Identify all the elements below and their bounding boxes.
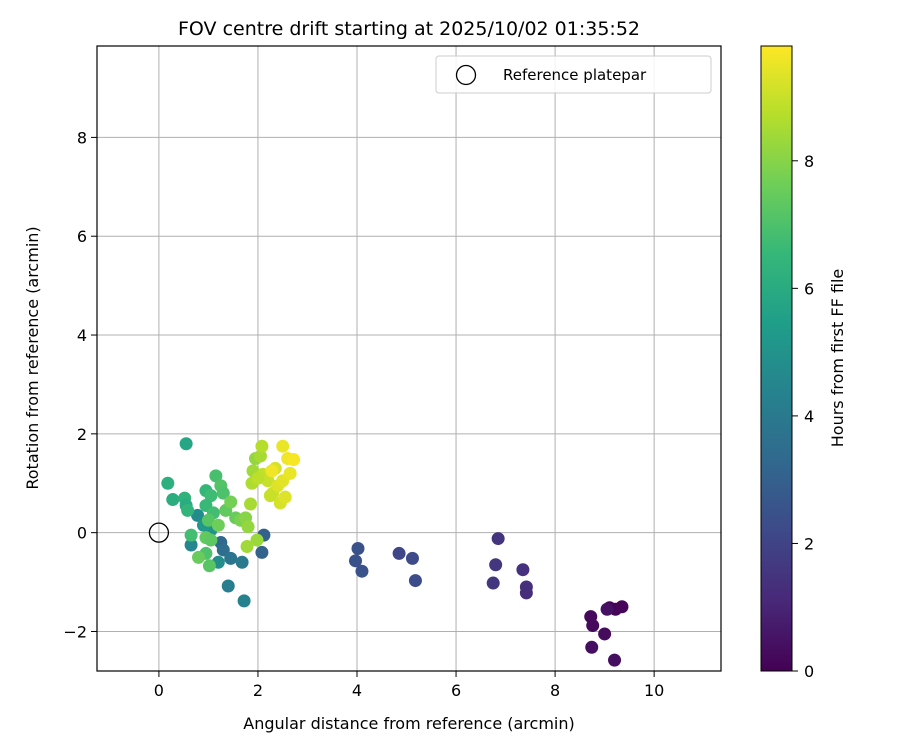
colorbar-label: Hours from first FF file — [828, 269, 847, 448]
data-point — [261, 474, 275, 488]
colorbar-tick-label: 8 — [804, 152, 814, 171]
data-point — [585, 640, 599, 654]
data-point — [209, 469, 223, 483]
data-point — [278, 490, 292, 504]
data-point — [224, 551, 238, 565]
data-point — [166, 493, 180, 507]
data-point — [491, 532, 505, 546]
data-point — [241, 520, 255, 534]
colorbar-tick-label: 4 — [804, 407, 814, 426]
data-point — [204, 489, 218, 503]
x-tick-label: 4 — [352, 681, 362, 700]
data-point — [615, 600, 629, 614]
data-point — [600, 602, 614, 616]
data-point — [283, 466, 297, 480]
legend-label: Reference platepar — [503, 66, 647, 84]
data-point — [519, 586, 533, 600]
data-point — [235, 555, 249, 569]
legend-box — [435, 55, 712, 94]
x-tick-label: 10 — [644, 681, 664, 700]
data-point — [224, 495, 238, 509]
data-point — [586, 619, 600, 633]
legend-marker — [455, 64, 477, 86]
data-point — [608, 653, 622, 667]
data-point — [221, 579, 235, 593]
data-point — [351, 541, 365, 555]
y-tick-label: 8 — [77, 128, 87, 147]
data-point — [355, 564, 369, 578]
colorbar-ticks: 0 2 4 6 8 — [792, 152, 814, 681]
y-tick-label: −2 — [63, 622, 87, 641]
colorbar — [760, 45, 793, 672]
data-point — [192, 550, 206, 564]
data-point — [202, 559, 216, 573]
x-tick-label: 8 — [550, 681, 560, 700]
data-point — [265, 464, 279, 478]
data-point — [287, 453, 301, 467]
data-point — [255, 545, 269, 559]
colorbar-tick-label: 2 — [804, 534, 814, 553]
y-tick-label: 4 — [77, 326, 87, 345]
chart-title: FOV centre drift starting at 2025/10/02 … — [178, 18, 640, 40]
y-tick-label: 6 — [77, 227, 87, 246]
data-point — [184, 538, 198, 552]
data-point — [408, 574, 422, 588]
grid-lines — [97, 46, 721, 671]
y-axis-ticks: −2 0 2 4 6 8 — [63, 128, 97, 641]
data-point — [598, 627, 612, 641]
data-point — [276, 439, 290, 453]
data-points — [161, 437, 629, 667]
data-point — [251, 471, 265, 485]
y-tick-label: 2 — [77, 425, 87, 444]
data-point — [516, 563, 530, 577]
data-point — [489, 558, 503, 572]
data-point — [253, 449, 267, 463]
data-point — [181, 503, 195, 517]
data-point — [349, 554, 363, 568]
colorbar-tick-label: 6 — [804, 279, 814, 298]
data-point — [486, 576, 500, 590]
reference-marker — [148, 522, 170, 543]
y-tick-label: 0 — [77, 524, 87, 543]
legend: Reference platepar — [435, 55, 712, 94]
data-point — [255, 439, 269, 453]
data-point — [201, 513, 215, 527]
data-point — [179, 437, 193, 451]
x-tick-label: 0 — [154, 681, 164, 700]
data-point — [263, 489, 277, 503]
data-point — [216, 486, 230, 500]
y-axis-label: Rotation from reference (arcmin) — [23, 226, 42, 489]
x-tick-label: 2 — [253, 681, 263, 700]
data-point — [191, 508, 205, 522]
plot-frame — [96, 45, 722, 672]
data-point — [405, 551, 419, 565]
data-point — [216, 543, 230, 557]
data-point — [211, 518, 225, 532]
data-point — [237, 594, 251, 608]
data-point — [392, 546, 406, 560]
data-point — [184, 528, 198, 542]
x-axis-label: Angular distance from reference (arcmin) — [243, 714, 574, 733]
colorbar-tick-label: 0 — [804, 662, 814, 681]
data-point — [240, 539, 254, 553]
data-point — [204, 533, 218, 547]
data-point — [161, 476, 175, 490]
data-point — [250, 533, 264, 547]
x-axis-ticks: 0 2 4 6 8 10 — [154, 671, 664, 700]
data-point — [244, 497, 258, 511]
reference-point — [148, 522, 170, 543]
x-tick-label: 6 — [451, 681, 461, 700]
